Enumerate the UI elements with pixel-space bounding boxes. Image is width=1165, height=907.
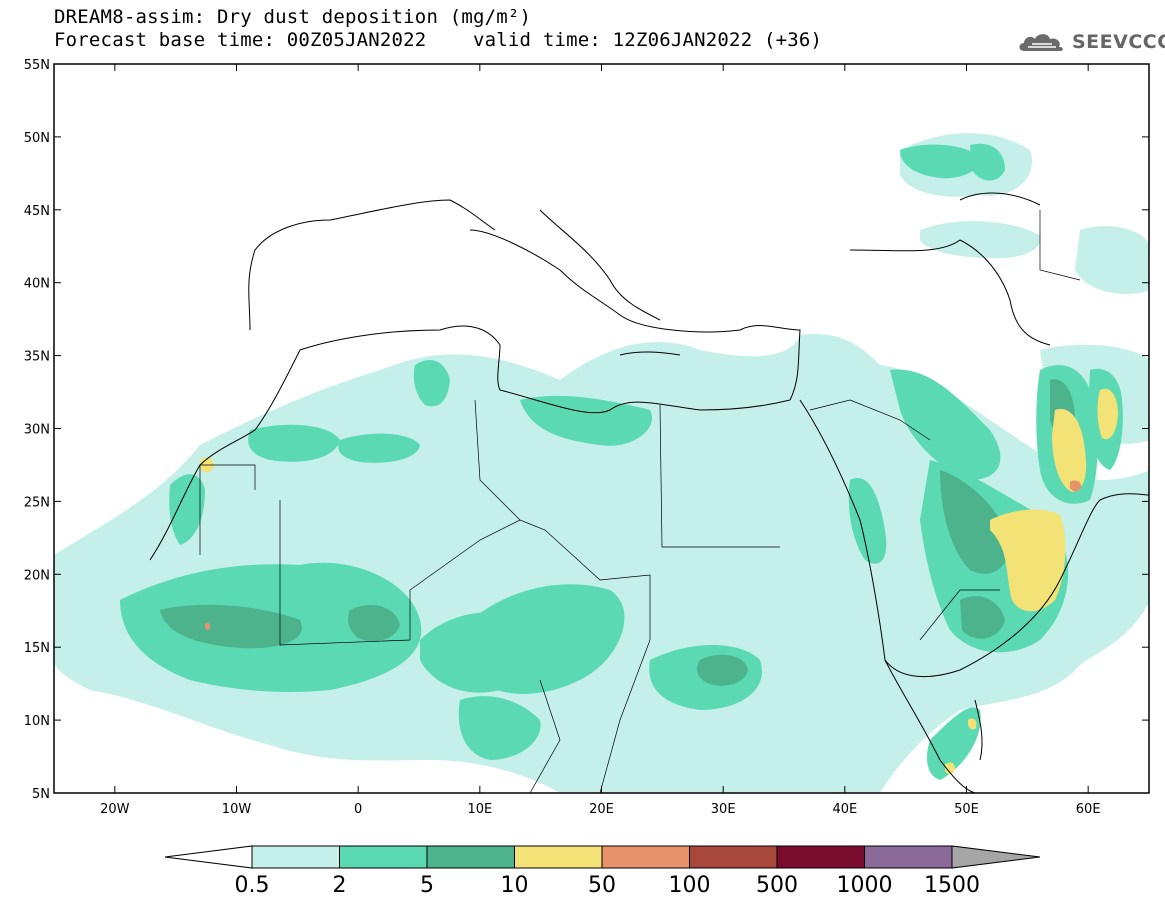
lat-tick-label: 25N (24, 495, 50, 510)
coastlines (149, 192, 1149, 793)
colorbar-label: 500 (756, 873, 798, 898)
lon-tick-label: 30E (711, 802, 736, 817)
lat-tick-label: 55N (24, 58, 50, 73)
deposition-50-100 (205, 480, 1082, 630)
colorbar-box (776, 845, 865, 869)
colorbar-label: 100 (669, 873, 711, 898)
lon-tick-label: 0 (354, 802, 362, 817)
colorbar-under-triangle (164, 845, 253, 869)
lat-tick-label: 15N (24, 641, 50, 656)
colorbar-box (601, 845, 690, 869)
colorbar-box (514, 845, 603, 869)
colorbar-label: 10 (501, 873, 529, 898)
colorbar-box (689, 845, 778, 869)
lat-tick-label: 5N (32, 787, 50, 802)
lat-tick-label: 40N (24, 277, 50, 292)
lat-tick-label: 20N (24, 568, 50, 583)
colorbar-over-triangle (951, 845, 1041, 869)
forecast-times: Forecast base time: 00Z05JAN2022 valid t… (54, 29, 823, 51)
logo-text: SEEVCCC (1072, 31, 1165, 53)
colorbar-label: 0.5 (235, 873, 270, 898)
lat-tick-label: 45N (24, 204, 50, 219)
colorbar-label: 1000 (837, 873, 893, 898)
dust-field (54, 133, 1149, 793)
lon-tick-label: 10W (222, 802, 252, 817)
seevccc-logo: SEEVCCC (1016, 28, 1165, 56)
cloud-logo-icon (1019, 34, 1063, 51)
lon-tick-label: 20W (100, 802, 130, 817)
lat-tick-label: 50N (24, 131, 50, 146)
lon-tick-label: 50E (954, 802, 979, 817)
lat-tick-label: 10N (24, 714, 50, 729)
lon-tick-label: 20E (589, 802, 614, 817)
colorbar-box (251, 845, 340, 869)
colorbar-box (426, 845, 515, 869)
colorbar-label: 2 (333, 873, 347, 898)
map-title: DREAM8-assim: Dry dust deposition (mg/m²… (54, 6, 532, 28)
axis-ticks: 20W 10W 0 10E 20E 30E 40E 50E 60E 5N 10N 15N 20N 25N 3… (24, 58, 1149, 817)
lon-tick-label: 10E (467, 802, 492, 817)
lat-tick-label: 30N (24, 423, 50, 438)
lon-tick-label: 60E (1076, 802, 1101, 817)
colorbar-label: 1500 (924, 873, 980, 898)
colorbar-label: 50 (588, 873, 616, 898)
country-borders (199, 210, 1081, 793)
colorbar-box (864, 845, 953, 869)
colorbar-label: 5 (420, 873, 434, 898)
deposition-10-50 (200, 388, 1118, 775)
colorbar-box (339, 845, 428, 869)
lon-tick-label: 40E (832, 802, 857, 817)
lat-tick-label: 35N (24, 350, 50, 365)
